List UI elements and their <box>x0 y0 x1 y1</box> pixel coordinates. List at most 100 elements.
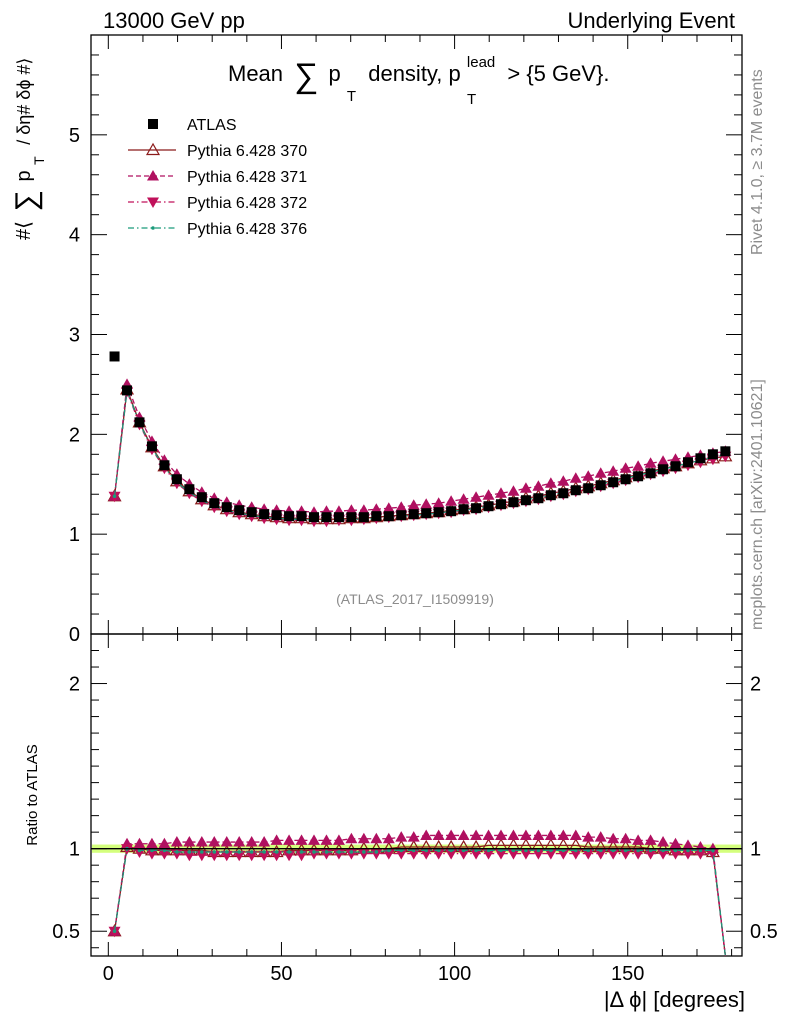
data-point <box>357 504 370 515</box>
data-point <box>396 510 407 521</box>
data-point <box>383 511 394 522</box>
ratio-point <box>332 834 345 845</box>
ratio-point <box>681 849 694 860</box>
data-point <box>707 449 718 460</box>
data-point <box>171 474 182 485</box>
analysis-id: (ATLAS_2017_I1509919) <box>336 591 494 607</box>
ratio-point <box>150 848 154 853</box>
ratio-point <box>324 850 329 854</box>
ratio-point <box>411 848 416 853</box>
ratio-point <box>470 829 483 840</box>
header-left: 13000 GeV pp <box>103 8 245 33</box>
ratio-point <box>582 849 595 860</box>
data-point <box>658 464 669 475</box>
ratio-point <box>711 848 715 853</box>
legend-label: Pythia 6.428 372 <box>187 195 307 212</box>
data-point <box>633 471 644 482</box>
svg-text:#⟨ ∑ p T: #⟨ ∑ p T / δη# δϕ #⟩ <box>10 58 49 240</box>
data-point <box>494 487 507 498</box>
ratio-point <box>644 849 657 860</box>
y-tick-label-main: 0 <box>69 624 80 646</box>
data-point <box>607 465 620 476</box>
ratio-point <box>594 831 607 842</box>
data-point <box>558 488 569 499</box>
ratio-point <box>220 836 233 847</box>
ratio-point <box>237 850 242 854</box>
data-point <box>457 493 470 504</box>
ratio-point <box>370 849 383 860</box>
ratio-point <box>457 849 470 860</box>
data-point <box>358 512 369 523</box>
ratio-point <box>399 848 404 853</box>
ratio-y-tick-label-right: 1 <box>750 839 761 861</box>
ratio-point <box>536 848 541 853</box>
data-point <box>408 509 419 520</box>
data-point <box>569 472 582 483</box>
data-point <box>470 491 483 502</box>
ratio-point <box>494 849 507 860</box>
data-point <box>296 511 307 522</box>
ratio-point <box>299 850 304 854</box>
ratio-point <box>582 831 595 842</box>
ratio-point <box>337 850 341 854</box>
data-point <box>234 505 245 516</box>
ratio-point <box>407 831 420 842</box>
plot-title: Mean ∑ p T density, p lead > {5 GeV}. <box>228 47 610 106</box>
ratio-point <box>224 850 229 854</box>
series-2 <box>108 378 732 957</box>
ylabel-sub: T <box>31 156 47 165</box>
legend-item: Pythia 6.428 370 <box>128 142 307 160</box>
ratio-point <box>170 836 183 847</box>
y-tick-label-main: 4 <box>69 225 80 247</box>
ratio-point <box>549 848 553 853</box>
ratio-point <box>669 837 682 849</box>
header-right: Underlying Event <box>567 8 735 33</box>
data-point <box>246 507 257 518</box>
ratio-point <box>694 849 707 860</box>
data-point <box>682 457 693 468</box>
ratio-point <box>619 832 632 844</box>
series-line-ratio <box>113 844 727 957</box>
data-point <box>595 480 606 491</box>
data-point <box>196 492 207 503</box>
data-point <box>345 504 358 515</box>
ratio-point <box>569 849 582 860</box>
ratio-point <box>594 849 607 860</box>
data-point <box>695 453 706 464</box>
legend: ATLAS Pythia 6.428 370 Pythia 6.428 371 Pyt… <box>128 117 307 238</box>
ratio-point <box>345 832 358 844</box>
title-pt: p <box>329 61 341 86</box>
title-suffix: > {5 GeV}. <box>507 61 609 86</box>
ratio-point <box>482 829 495 840</box>
data-point <box>284 511 295 522</box>
data-point <box>122 385 133 396</box>
data-point <box>112 494 117 499</box>
legend-marker <box>147 170 159 181</box>
ratio-point <box>195 836 208 847</box>
data-point <box>333 512 344 523</box>
legend-label: Pythia 6.428 370 <box>187 143 307 160</box>
ratio-point <box>569 829 582 840</box>
data-point <box>371 511 382 522</box>
ylabel-post: / δη# δϕ #⟩ <box>14 58 34 145</box>
data-point <box>433 507 444 518</box>
ratio-point <box>362 850 366 854</box>
ratio-point <box>145 837 158 849</box>
ratio-point <box>557 829 570 840</box>
legend-marker <box>148 119 158 129</box>
ratio-point <box>357 832 370 844</box>
data-point <box>557 475 570 486</box>
data-point <box>657 455 670 466</box>
ratio-point <box>644 834 657 845</box>
data-point <box>407 499 420 510</box>
series-layer <box>91 351 742 957</box>
legend-marker <box>151 226 155 230</box>
data-point <box>619 462 632 473</box>
ratio-point <box>507 829 520 840</box>
ratio-point <box>249 850 254 854</box>
data-point <box>519 482 532 493</box>
ratio-point <box>632 834 645 845</box>
ylabel-p: p <box>13 170 35 181</box>
ratio-point <box>420 849 433 860</box>
